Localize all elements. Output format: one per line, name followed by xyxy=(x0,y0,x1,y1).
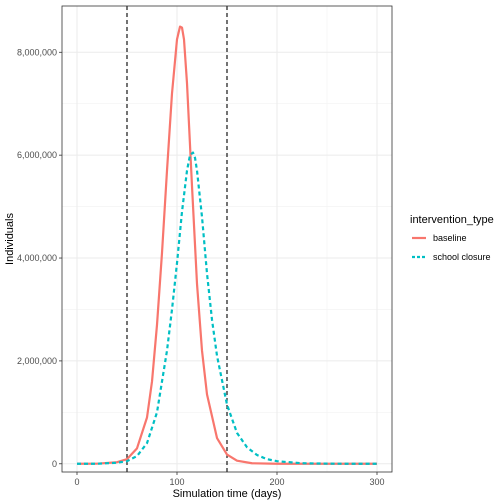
series-group xyxy=(76,25,377,465)
legend-title: intervention_type xyxy=(410,214,494,226)
legend-label: baseline xyxy=(433,233,467,243)
legend: intervention_type baseline school closure xyxy=(410,214,494,262)
x-tick-label: 200 xyxy=(269,477,284,487)
x-tick-label: 300 xyxy=(369,477,384,487)
y-tick-label: 2,000,000 xyxy=(17,356,57,366)
series-line-baseline xyxy=(76,25,377,465)
x-tick-label: 100 xyxy=(169,477,184,487)
y-tick-label: 6,000,000 xyxy=(17,150,57,160)
y-axis-title: Individuals xyxy=(4,213,16,265)
legend-label: school closure xyxy=(433,252,491,262)
y-tick-label: 4,000,000 xyxy=(17,253,57,263)
x-axis-ticks: 0 100 200 300 xyxy=(74,472,385,487)
series-line-school-closure xyxy=(76,151,377,465)
legend-items: baseline school closure xyxy=(412,233,491,262)
plot-panel-border xyxy=(61,5,393,473)
vertical-reference-lines xyxy=(126,6,228,472)
y-tick-label: 0 xyxy=(52,459,57,469)
x-axis-title: Simulation time (days) xyxy=(173,488,282,500)
y-axis-ticks: 0 2,000,000 4,000,000 6,000,000 8,000,000 xyxy=(17,47,62,469)
y-tick-label: 8,000,000 xyxy=(17,47,57,57)
x-tick-label: 0 xyxy=(74,477,79,487)
